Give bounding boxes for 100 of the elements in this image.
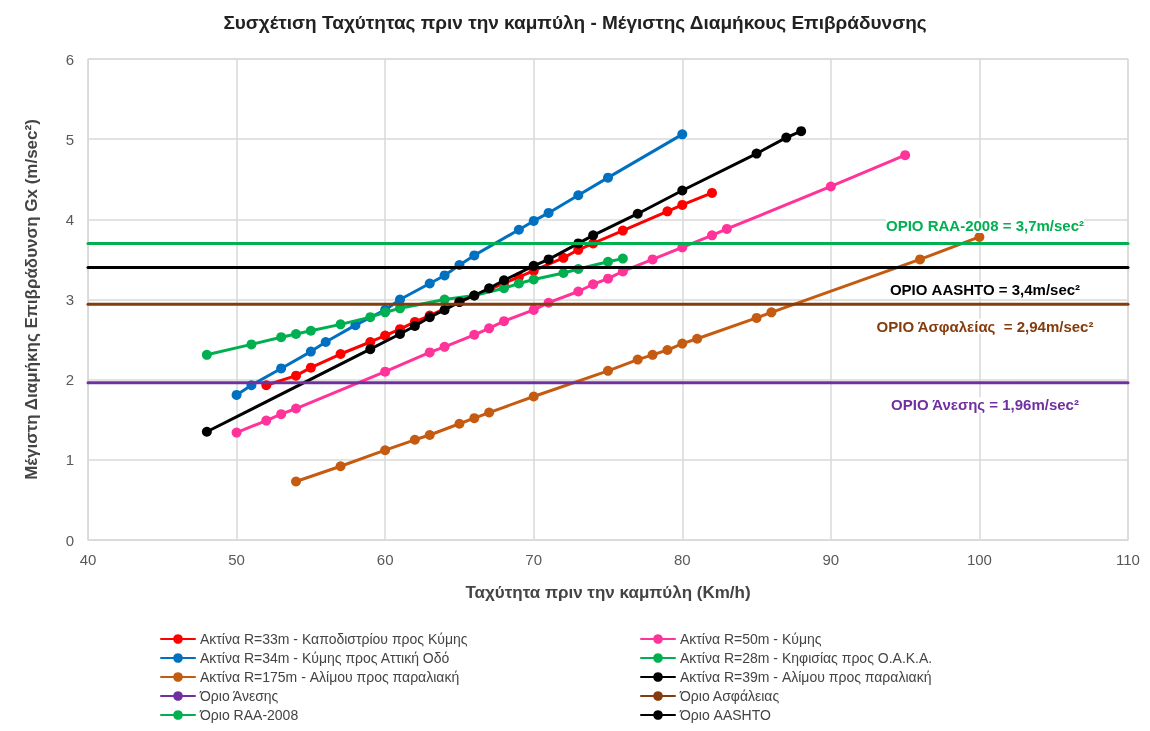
point <box>766 307 777 318</box>
annotation: ΟΡΙΟ Άνεσης = 1,96m/sec² <box>891 396 1079 414</box>
point <box>201 426 212 437</box>
x-tick-label: 100 <box>966 551 992 568</box>
point <box>721 223 732 234</box>
point <box>484 283 495 294</box>
point <box>424 278 435 289</box>
point <box>915 254 925 265</box>
point <box>201 349 212 360</box>
point <box>365 344 376 355</box>
point <box>677 338 688 349</box>
annotation: ΟΡΙΟ AASHTO = 3,4m/sec² <box>889 280 1081 298</box>
point <box>588 279 599 290</box>
point <box>335 349 346 360</box>
legend-label: Ακτίνα R=33m - Καποδιστρίου προς Κύμης <box>200 631 468 647</box>
x-tick-label: 90 <box>822 551 840 568</box>
point <box>528 391 539 402</box>
point <box>291 403 301 414</box>
point <box>231 389 242 400</box>
point <box>365 312 376 323</box>
point <box>588 230 599 241</box>
point <box>380 445 391 456</box>
legend-label: Όριο Ασφάλειας <box>679 688 780 704</box>
point <box>469 329 480 340</box>
point <box>409 434 420 445</box>
point <box>603 172 613 183</box>
legend-label: Ακτίνα R=34m - Κύμης προς Αττική Οδό <box>200 650 450 666</box>
legend-label: Ακτίνα R=39m - Αλίμου προς παραλιακή <box>680 669 932 685</box>
legend-label: Όριο Άνεσης <box>199 688 279 704</box>
annotation: ΟΡΙΟ Άσφαλείας = 2,94m/sec² <box>876 317 1094 335</box>
point <box>543 254 554 265</box>
point <box>439 304 450 315</box>
point <box>573 286 584 297</box>
y-tick-label: 1 <box>65 451 74 469</box>
point <box>380 330 391 341</box>
point <box>558 252 569 263</box>
point <box>677 129 688 140</box>
x-tick-label: 50 <box>228 551 245 568</box>
point <box>380 366 391 377</box>
point <box>291 328 301 339</box>
legend-label: Ακτίνα R=50m - Κύμης <box>680 631 822 647</box>
point <box>395 328 405 339</box>
x-tick-label: 40 <box>79 551 97 568</box>
point <box>469 413 480 424</box>
point <box>603 273 613 284</box>
point <box>558 268 569 279</box>
point <box>484 407 495 418</box>
legend-label: Ακτίνα R=175m - Αλίμου προς παραλιακή <box>200 669 460 685</box>
legend-label: Ακτίνα R=28m - Κηφισίας προς Ο.Α.Κ.Α. <box>680 650 933 666</box>
y-tick-label: 5 <box>65 130 74 148</box>
point <box>291 476 301 487</box>
point <box>573 190 584 201</box>
annotation: ΟΡΙΟ RAA-2008 = 3,7m/sec² <box>885 216 1085 234</box>
point <box>261 415 272 426</box>
point <box>528 304 539 315</box>
x-tick-label: 80 <box>673 551 691 568</box>
point <box>796 126 807 137</box>
point <box>424 347 435 358</box>
point <box>707 187 717 198</box>
x-tick-label: 60 <box>376 551 394 568</box>
y-tick-label: 2 <box>65 371 74 389</box>
point <box>484 323 495 334</box>
point <box>900 150 911 161</box>
point <box>528 274 539 285</box>
point <box>499 316 509 327</box>
x-tick-label: 70 <box>525 551 543 568</box>
point <box>662 206 673 217</box>
point <box>439 270 450 281</box>
y-tick-label: 4 <box>65 210 74 228</box>
point <box>751 148 762 159</box>
legend-label: Όριο RAA-2008 <box>199 707 299 723</box>
point <box>231 427 242 438</box>
point <box>276 332 287 343</box>
x-axis-title: Ταχύτητα πριν την καμπύλη (Km/h) <box>465 583 751 602</box>
chart-title: Συσχέτιση Ταχύτητας πριν την καμπύλη - Μέγιστης Διαμήκους Επιβράδυνσης <box>223 12 927 33</box>
point <box>305 362 316 373</box>
legend-label: Όριο AASHTO <box>679 707 772 723</box>
point <box>513 278 524 289</box>
point <box>305 325 316 336</box>
point <box>276 363 287 374</box>
y-axis-title: Μέγιστη Διαμήκης Επιβράδυνση Gx (m/sec²) <box>22 119 41 480</box>
x-tick-label: 110 <box>1116 551 1140 568</box>
point <box>781 132 792 143</box>
point <box>662 345 673 355</box>
point <box>647 349 658 360</box>
point <box>291 370 301 381</box>
point <box>647 254 658 265</box>
point <box>246 339 257 350</box>
point <box>439 341 450 352</box>
point <box>335 319 346 330</box>
point <box>603 365 613 376</box>
point <box>603 256 613 267</box>
point <box>409 320 420 331</box>
point <box>305 346 316 357</box>
y-tick-label: 0 <box>65 531 74 549</box>
point <box>469 250 480 261</box>
point <box>543 207 554 218</box>
point <box>751 312 762 323</box>
point <box>617 225 628 236</box>
y-tick-label: 3 <box>65 291 74 308</box>
